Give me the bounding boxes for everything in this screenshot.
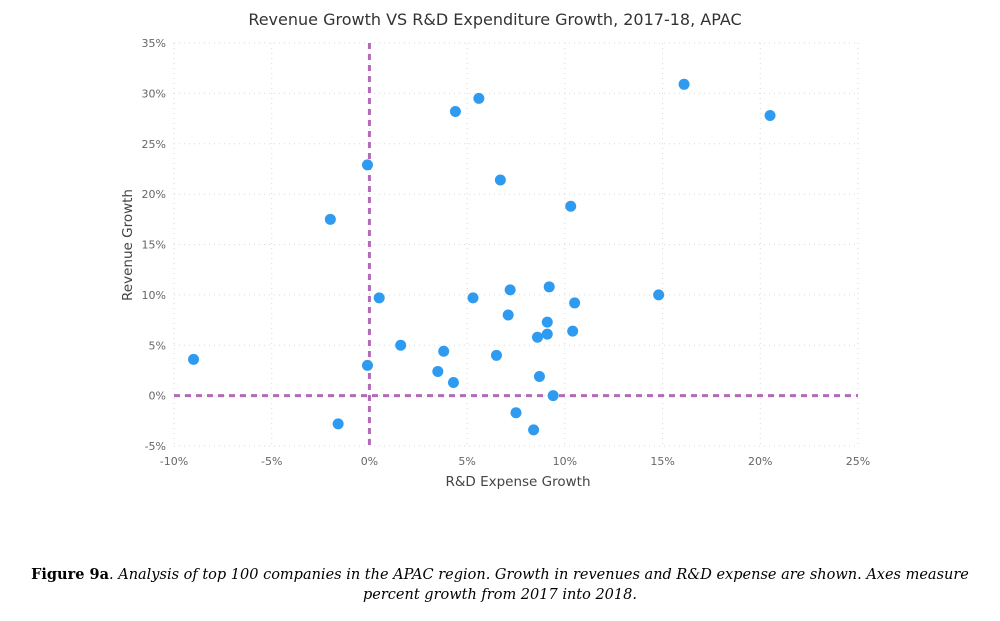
data-point	[188, 353, 200, 365]
x-axis-title: R&D Expense Growth	[445, 474, 590, 490]
data-point	[447, 377, 459, 389]
x-tick-label: 20%	[748, 455, 772, 468]
data-point	[467, 292, 479, 304]
data-point	[332, 418, 344, 430]
y-tick-label: 35%	[142, 37, 166, 50]
data-point	[373, 292, 385, 304]
data-point	[653, 289, 665, 301]
y-tick-label: -5%	[145, 440, 166, 453]
data-point	[432, 365, 444, 377]
data-point	[541, 316, 553, 328]
data-point	[510, 407, 522, 419]
caption-text-line2: percent growth from 2017 into 2018.	[363, 587, 637, 603]
data-point	[438, 345, 450, 357]
caption-text-line1: . Analysis of top 100 companies in the A…	[109, 567, 969, 583]
data-point	[543, 281, 555, 293]
x-tick-label: 0%	[361, 455, 378, 468]
data-point	[490, 349, 502, 361]
data-point	[324, 213, 336, 225]
data-point	[533, 370, 545, 382]
y-tick-label: 10%	[142, 289, 166, 302]
data-point	[528, 424, 540, 436]
data-point	[678, 78, 690, 90]
x-tick-label: -5%	[261, 455, 282, 468]
data-point	[449, 106, 461, 118]
x-tick-label: 10%	[553, 455, 577, 468]
grid	[173, 42, 859, 447]
data-point	[502, 309, 514, 321]
x-tick-label: 25%	[846, 455, 870, 468]
y-tick-label: 5%	[149, 339, 166, 352]
data-point	[567, 325, 579, 337]
x-tick-label: -10%	[160, 455, 188, 468]
y-tick-label: 25%	[142, 138, 166, 151]
data-point	[395, 339, 407, 351]
y-tick-label: 0%	[149, 390, 166, 403]
reference-lines	[174, 43, 858, 446]
data-points	[188, 78, 776, 436]
data-point	[569, 297, 581, 309]
x-axis-ticks: -10% -5% 0% 5% 10% 15% 20% 25%	[160, 455, 870, 468]
data-point	[565, 200, 577, 212]
x-tick-label: 15%	[650, 455, 674, 468]
data-point	[541, 328, 553, 340]
data-point	[473, 92, 485, 104]
x-tick-label: 5%	[458, 455, 475, 468]
data-point	[547, 390, 559, 402]
y-tick-label: 30%	[142, 87, 166, 100]
data-point	[531, 331, 543, 343]
data-point	[764, 110, 776, 122]
data-point	[494, 174, 506, 186]
data-point	[361, 159, 373, 171]
data-point	[504, 284, 516, 296]
y-tick-label: 20%	[142, 188, 166, 201]
y-axis-title: Revenue Growth	[120, 189, 136, 301]
data-point	[361, 359, 373, 371]
chart-title: Revenue Growth VS R&D Expenditure Growth…	[248, 10, 741, 29]
y-axis-ticks: -5% 0% 5% 10% 15% 20% 25% 30% 35%	[142, 37, 166, 453]
caption-label: Figure 9a	[31, 566, 109, 583]
figure-caption: Figure 9a. Analysis of top 100 companies…	[0, 565, 1000, 605]
y-tick-label: 15%	[142, 239, 166, 252]
